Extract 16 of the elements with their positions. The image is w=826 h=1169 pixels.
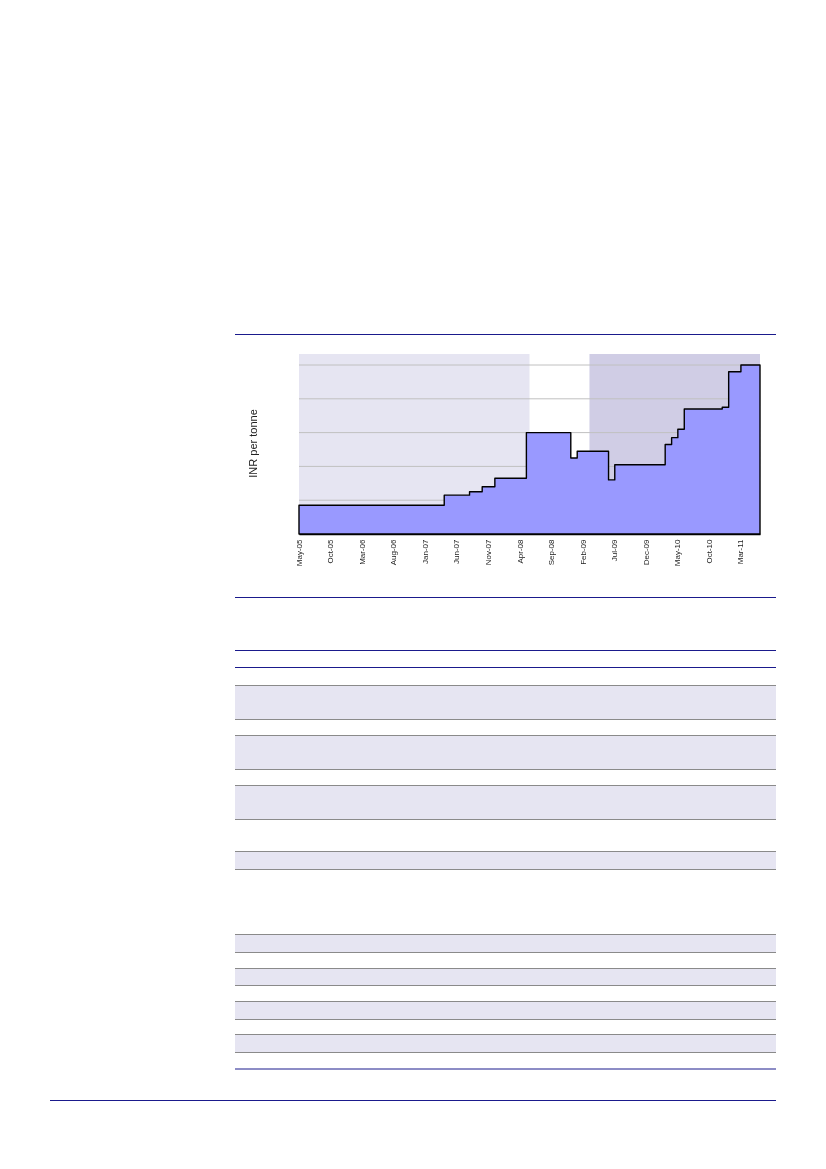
x-tick-label: Aug-06 [389, 538, 399, 566]
x-tick-label: Dec-09 [642, 538, 652, 566]
x-tick-label: Nov-07 [484, 538, 494, 566]
x-tick-label: May-05 [294, 538, 304, 567]
x-tick-label: Feb-09 [579, 538, 589, 565]
x-tick-label: Oct-10 [705, 538, 715, 564]
x-tick-label: Apr-08 [515, 538, 525, 564]
x-tick-label: Oct-05 [326, 538, 336, 564]
y-axis-title: INR per tonne [246, 409, 259, 478]
x-tick-label: Jan-07 [421, 538, 431, 564]
x-tick-label: Jun-07 [452, 538, 462, 564]
x-tick-label: Mar-06 [357, 538, 367, 565]
x-tick-label: Mar-11 [736, 538, 746, 565]
x-tick-label: Sep-08 [547, 538, 557, 566]
x-tick-label: Jul-09 [610, 538, 620, 562]
x-tick-label: May-10 [673, 538, 683, 567]
